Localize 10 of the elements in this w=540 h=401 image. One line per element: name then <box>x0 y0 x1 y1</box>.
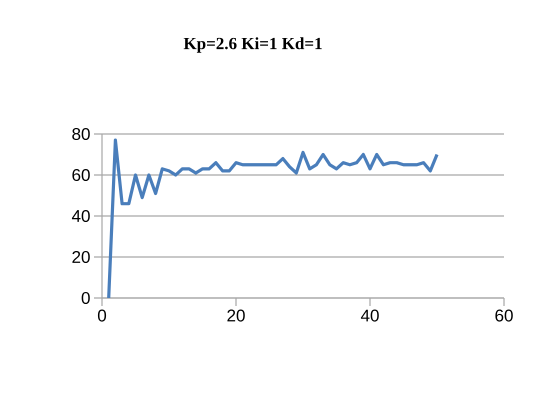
y-tick-label: 80 <box>72 128 90 140</box>
y-tick-label: 0 <box>82 292 90 304</box>
x-tick-label: 60 <box>495 310 513 322</box>
x-tick-label: 0 <box>98 310 106 322</box>
y-tick-label: 20 <box>72 250 90 264</box>
y-tick-label: 60 <box>72 168 90 182</box>
y-tick-label: 40 <box>72 210 90 222</box>
x-tick-label: 20 <box>227 310 245 322</box>
x-tick-label: 40 <box>360 310 379 322</box>
chart-title: Kp=2.6 Ki=1 Kd=1 <box>184 37 322 53</box>
